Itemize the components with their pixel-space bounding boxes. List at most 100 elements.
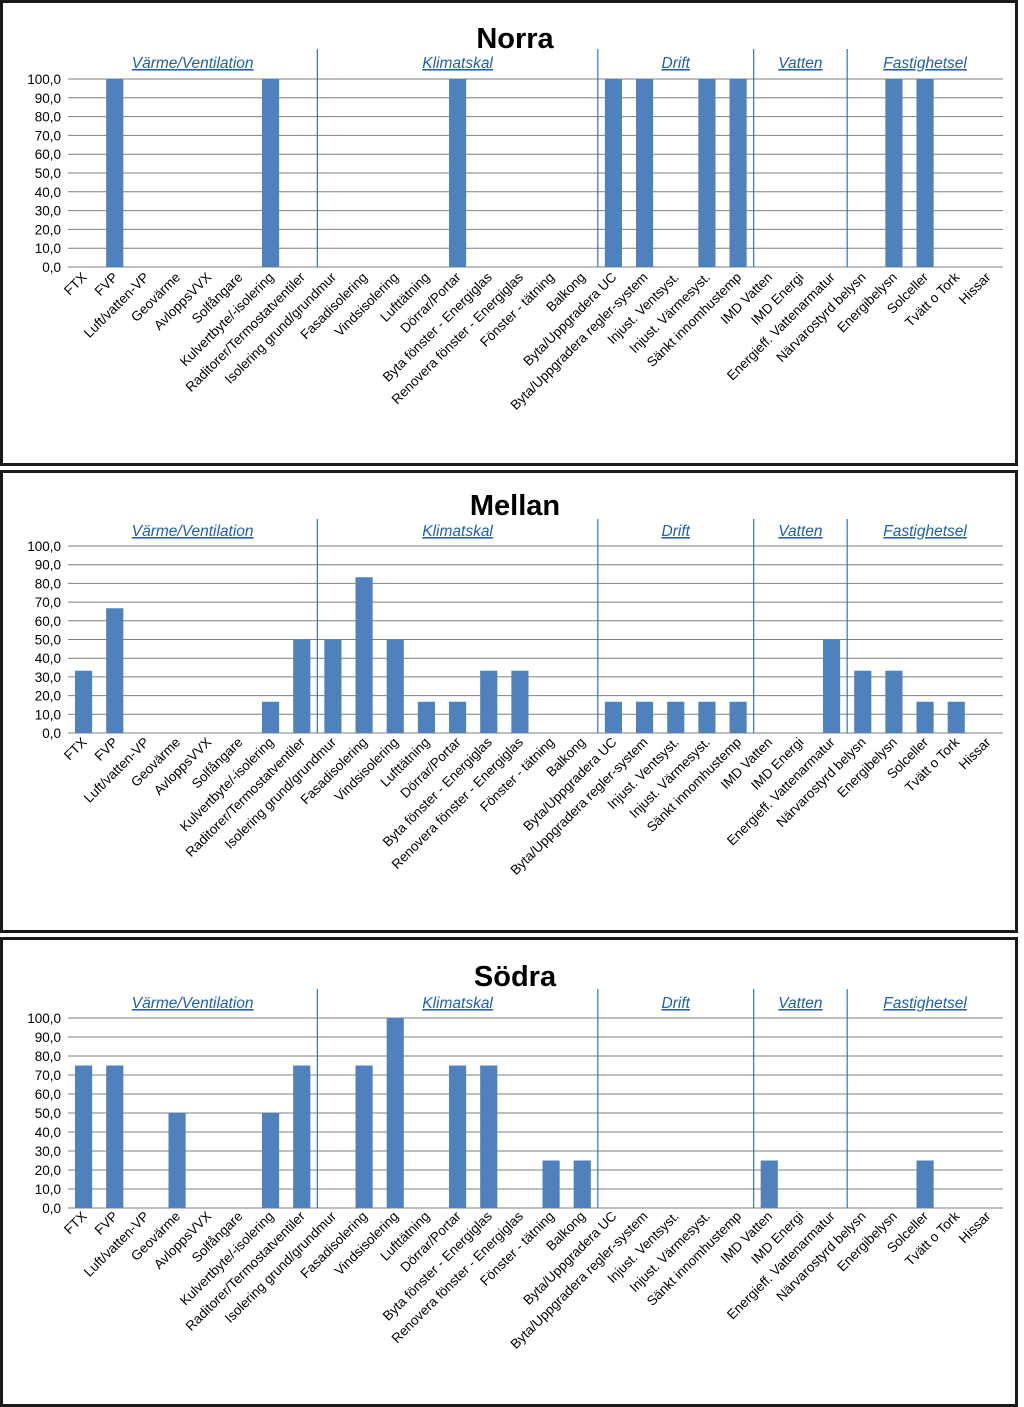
group-label-drift: Drift: [662, 995, 691, 1012]
y-tick-label: 0,0: [42, 260, 61, 275]
bar-chart-norra: Norra 100,0 90,0 80,0 70,0 60,0 50,0 40,0 30,0 20…: [27, 23, 1003, 413]
y-tick-label: 70,0: [35, 595, 61, 610]
y-tick-label: 90,0: [35, 1030, 61, 1045]
x-tick-label: FTX: [61, 270, 90, 299]
bar-tvatt-o-tork: [947, 701, 965, 733]
y-tick-label: 100,0: [27, 1011, 61, 1026]
chart-panel-mellan: Mellan 100,0 90,0 80,0 70,0 60,0 50,0 40,0 30,0 2…: [0, 470, 1018, 933]
bar-geovarme: [168, 1113, 186, 1208]
y-tick-label: 20,0: [35, 1163, 61, 1178]
y-tick-label: 70,0: [35, 128, 61, 143]
bar-injust-ventsyst: [667, 701, 685, 733]
bar-fvp: [106, 1065, 124, 1208]
bar-byta-uppgradera-regler-system: [636, 701, 654, 733]
bar-energibelysn: [885, 79, 903, 267]
bar-kulvertbyte-isolering: [262, 701, 280, 733]
bar-vindsisolering: [386, 639, 404, 733]
y-tick-label: 100,0: [27, 539, 61, 554]
bar-dorrar-portar: [449, 701, 467, 733]
y-tick-label: 80,0: [35, 110, 61, 125]
group-label-varme-ventilation: Värme/Ventilation: [132, 995, 254, 1012]
bar-ftx: [75, 1065, 93, 1208]
y-tick-label: 20,0: [35, 222, 61, 237]
bar-sankt-innomhustemp: [729, 79, 747, 267]
y-tick-label: 20,0: [35, 689, 61, 704]
bar-narvarostyrd-belysn: [854, 670, 872, 733]
group-label-klimatskal: Klimatskal: [422, 55, 493, 72]
y-tick-label: 80,0: [35, 1049, 61, 1064]
x-tick-label: FTX: [61, 1209, 90, 1238]
bar-renovera-fonster-energiglas: [511, 670, 529, 733]
bar-byta-uppgradera-uc: [604, 701, 622, 733]
y-tick-label: 40,0: [35, 185, 61, 200]
bar-lufttatning: [417, 701, 435, 733]
x-tick-label: Hissar: [956, 1208, 994, 1246]
y-tick-label: 70,0: [35, 1068, 61, 1083]
group-label-varme-ventilation: Värme/Ventilation: [132, 523, 254, 540]
y-tick-label: 30,0: [35, 1144, 61, 1159]
bar-solceller: [916, 79, 934, 267]
x-tick-label: FTX: [61, 735, 90, 764]
bar-imd-vatten: [760, 1160, 778, 1208]
bar-isolering-grund-grundmur: [324, 639, 342, 733]
bar-injust-varmesyst: [698, 79, 716, 267]
y-tick-label: 60,0: [35, 147, 61, 162]
bar-raditorer-termostatventiler: [293, 1065, 311, 1208]
y-tick-label: 50,0: [35, 166, 61, 181]
bar-fonster-tatning: [542, 1160, 560, 1208]
bar-chart-mellan: Mellan 100,0 90,0 80,0 70,0 60,0 50,0 40,0 30,0 2…: [27, 490, 1003, 878]
bar-byta-uppgradera-uc: [604, 79, 622, 267]
y-tick-label: 50,0: [35, 1106, 61, 1121]
bar-dorrar-portar: [449, 1065, 467, 1208]
bar-energibelysn: [885, 670, 903, 733]
group-label-fastighetsel: Fastighetsel: [883, 523, 967, 540]
bar-raditorer-termostatventiler: [293, 639, 311, 733]
y-tick-label: 30,0: [35, 204, 61, 219]
group-label-klimatskal: Klimatskal: [422, 995, 493, 1012]
x-tick-label: Hissar: [956, 269, 994, 307]
chart-title: Mellan: [470, 490, 560, 522]
y-tick-label: 40,0: [35, 1125, 61, 1140]
y-tick-label: 90,0: [35, 558, 61, 573]
bar-dorrar-portar: [449, 79, 467, 267]
group-label-drift: Drift: [662, 55, 691, 72]
group-label-vatten: Vatten: [778, 995, 822, 1012]
group-label-klimatskal: Klimatskal: [422, 523, 493, 540]
y-tick-label: 0,0: [42, 726, 61, 741]
bar-ftx: [75, 670, 93, 733]
y-tick-label: 60,0: [35, 1087, 61, 1102]
bar-solceller: [916, 1160, 934, 1208]
group-label-vatten: Vatten: [778, 55, 822, 72]
bar-fvp: [106, 608, 124, 733]
chart-panel-norra: Norra 100,0 90,0 80,0 70,0 60,0 50,0 40,0 30,0 20…: [0, 0, 1018, 466]
bar-kulvertbyte-isolering: [262, 1113, 280, 1208]
bar-chart-sodra: Södra 100,0 90,0 80,0 70,0 60,0 50,0 40,0 30,0 20…: [27, 961, 1003, 1352]
bar-fvp: [106, 79, 124, 267]
group-label-varme-ventilation: Värme/Ventilation: [132, 55, 254, 72]
chart-title: Södra: [474, 961, 557, 993]
bar-fasadisolering: [355, 577, 373, 733]
y-tick-label: 60,0: [35, 614, 61, 629]
y-tick-label: 90,0: [35, 91, 61, 106]
bar-injust-varmesyst: [698, 701, 716, 733]
chart-panel-sodra: Södra 100,0 90,0 80,0 70,0 60,0 50,0 40,0 30,0 20…: [0, 937, 1018, 1407]
y-tick-label: 0,0: [42, 1201, 61, 1216]
y-tick-label: 30,0: [35, 670, 61, 685]
bar-vindsisolering: [386, 1018, 404, 1208]
x-tick-label: Hissar: [956, 734, 994, 772]
bar-byta-fonster-energiglas: [480, 1065, 498, 1208]
group-label-vatten: Vatten: [778, 523, 822, 540]
y-tick-label: 10,0: [35, 241, 61, 256]
y-tick-label: 100,0: [27, 72, 61, 87]
bar-sankt-innomhustemp: [729, 701, 747, 733]
y-tick-label: 10,0: [35, 707, 61, 722]
group-label-fastighetsel: Fastighetsel: [883, 995, 967, 1012]
y-tick-label: 80,0: [35, 576, 61, 591]
y-tick-label: 40,0: [35, 651, 61, 666]
bar-balkong: [573, 1160, 591, 1208]
bar-energieff-vattenarmatur: [823, 639, 841, 733]
y-tick-label: 50,0: [35, 633, 61, 648]
bar-fasadisolering: [355, 1065, 373, 1208]
bar-byta-fonster-energiglas: [480, 670, 498, 733]
group-label-fastighetsel: Fastighetsel: [883, 55, 967, 72]
